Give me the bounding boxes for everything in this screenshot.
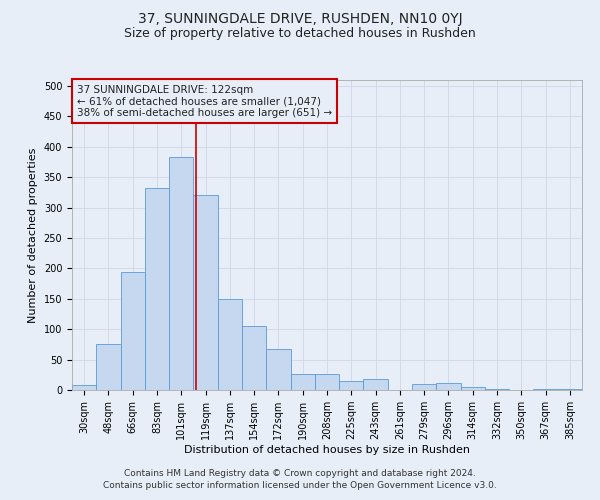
Text: 37, SUNNINGDALE DRIVE, RUSHDEN, NN10 0YJ: 37, SUNNINGDALE DRIVE, RUSHDEN, NN10 0YJ: [137, 12, 463, 26]
Text: Contains HM Land Registry data © Crown copyright and database right 2024.: Contains HM Land Registry data © Crown c…: [124, 468, 476, 477]
Bar: [169, 157, 193, 390]
Bar: [121, 272, 145, 390]
Bar: [364, 379, 388, 390]
Bar: [533, 389, 558, 390]
Bar: [72, 385, 96, 390]
X-axis label: Distribution of detached houses by size in Rushden: Distribution of detached houses by size …: [184, 445, 470, 455]
Bar: [290, 374, 315, 390]
Bar: [242, 326, 266, 390]
Bar: [96, 344, 121, 390]
Bar: [218, 299, 242, 390]
Bar: [193, 196, 218, 390]
Text: Size of property relative to detached houses in Rushden: Size of property relative to detached ho…: [124, 28, 476, 40]
Y-axis label: Number of detached properties: Number of detached properties: [28, 148, 38, 322]
Bar: [315, 374, 339, 390]
Bar: [339, 381, 364, 390]
Bar: [145, 188, 169, 390]
Bar: [485, 389, 509, 390]
Bar: [436, 382, 461, 390]
Bar: [266, 348, 290, 390]
Text: Contains public sector information licensed under the Open Government Licence v3: Contains public sector information licen…: [103, 481, 497, 490]
Bar: [412, 384, 436, 390]
Text: 37 SUNNINGDALE DRIVE: 122sqm
← 61% of detached houses are smaller (1,047)
38% of: 37 SUNNINGDALE DRIVE: 122sqm ← 61% of de…: [77, 84, 332, 118]
Bar: [461, 387, 485, 390]
